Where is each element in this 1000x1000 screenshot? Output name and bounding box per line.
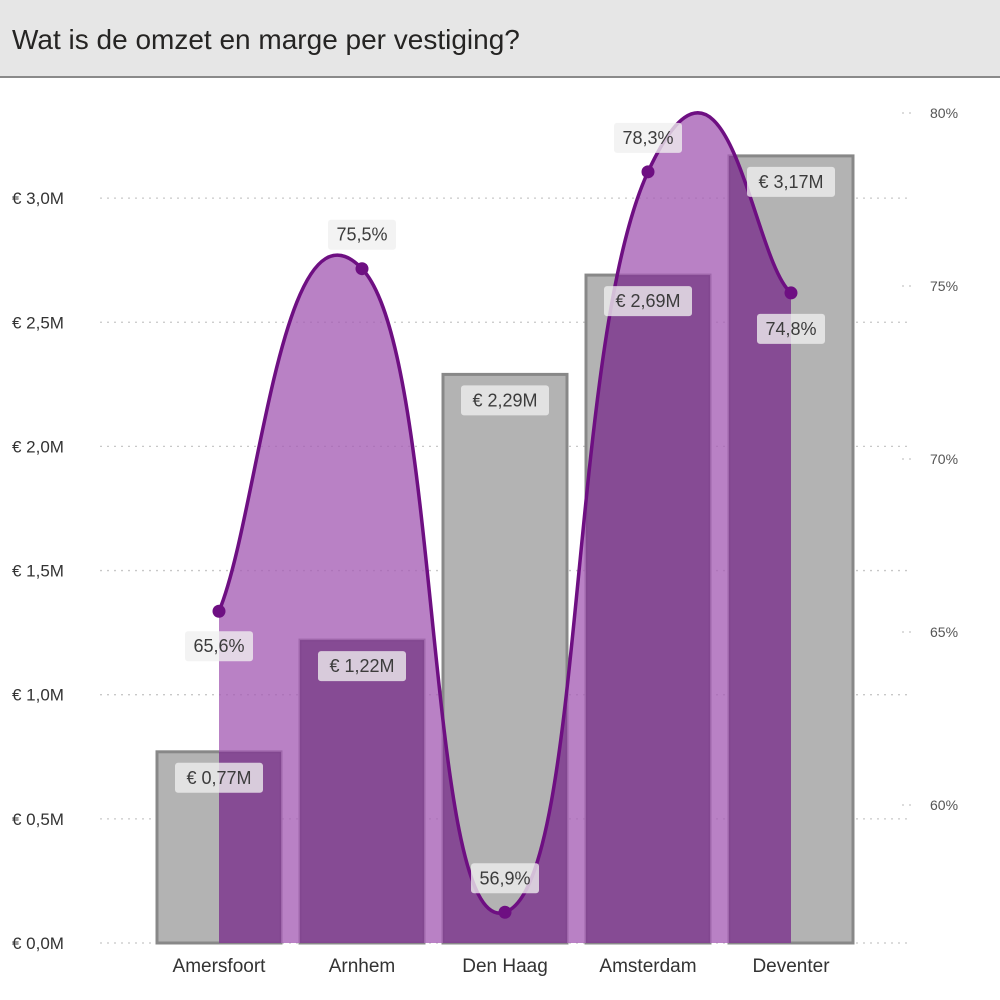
y-right-tick-label: 60%	[930, 797, 958, 813]
y-left-tick-label: € 0,5M	[12, 810, 64, 829]
margin-point	[355, 262, 369, 276]
chart-title: Wat is de omzet en marge per vestiging?	[12, 24, 520, 55]
y-left-tick-label: € 0,0M	[12, 934, 64, 953]
margin-value-label: 78,3%	[622, 128, 673, 148]
x-axis-label: Amersfoort	[173, 956, 267, 977]
bar-value-label-bg	[318, 651, 406, 682]
x-axis-label: Den Haag	[462, 956, 548, 977]
margin-value-label-bg	[471, 863, 539, 894]
bar-value-label: € 0,77M	[186, 768, 251, 788]
margin-point	[641, 165, 655, 179]
y-right-tick-label: 75%	[930, 278, 958, 294]
y-left-tick-label: € 1,5M	[12, 562, 64, 581]
bar-value-label: € 2,29M	[472, 390, 537, 410]
bar-overlap	[586, 275, 710, 943]
y-right-tick-label: 70%	[930, 451, 958, 467]
margin-point	[784, 286, 798, 300]
margin-value-label-bg	[328, 219, 396, 250]
data-labels: € 0,77M € 1,22M € 2,29M € 2,69M € 3,17M 65,6%…	[175, 122, 835, 894]
margin-point	[212, 604, 226, 618]
bar-value-label: € 1,22M	[329, 656, 394, 676]
bar-value-label-bg	[175, 762, 263, 793]
margin-value-label: 74,8%	[765, 319, 816, 339]
bar-value-label-bg	[747, 166, 835, 197]
bar-value-label: € 3,17M	[758, 172, 823, 192]
bar-value-label: € 2,69M	[615, 291, 680, 311]
x-axis-label: Arnhem	[329, 956, 396, 977]
x-axis-label: Deventer	[752, 956, 830, 977]
y-left-tick-label: € 2,0M	[12, 437, 64, 456]
bar-overlap	[300, 640, 424, 943]
bar-value-label-bg	[461, 385, 549, 416]
bar-overlap	[729, 155, 791, 943]
y-left-tick-label: € 1,0M	[12, 686, 64, 705]
margin-value-label-bg	[185, 631, 253, 662]
margin-value-label-bg	[614, 122, 682, 153]
y-left-tick-label: € 2,5M	[12, 313, 64, 332]
x-axis-label: Amsterdam	[599, 956, 696, 977]
margin-value-label-bg	[757, 313, 825, 344]
axes: € 0,0M € 0,5M € 1,0M € 1,5M € 2,0M € 2,5M € 3,…	[12, 105, 958, 977]
margin-value-label: 75,5%	[336, 225, 387, 245]
chart-header: Wat is de omzet en marge per vestiging?	[0, 0, 1000, 78]
y-left-tick-label: € 3,0M	[12, 189, 64, 208]
y-right-tick-label: 65%	[930, 624, 958, 640]
margin-value-label: 65,6%	[193, 636, 244, 656]
bar-value-label-bg	[604, 286, 692, 317]
margin-value-label: 56,9%	[479, 868, 530, 888]
y-right-tick-label: 80%	[930, 105, 958, 121]
margin-point	[498, 905, 512, 919]
